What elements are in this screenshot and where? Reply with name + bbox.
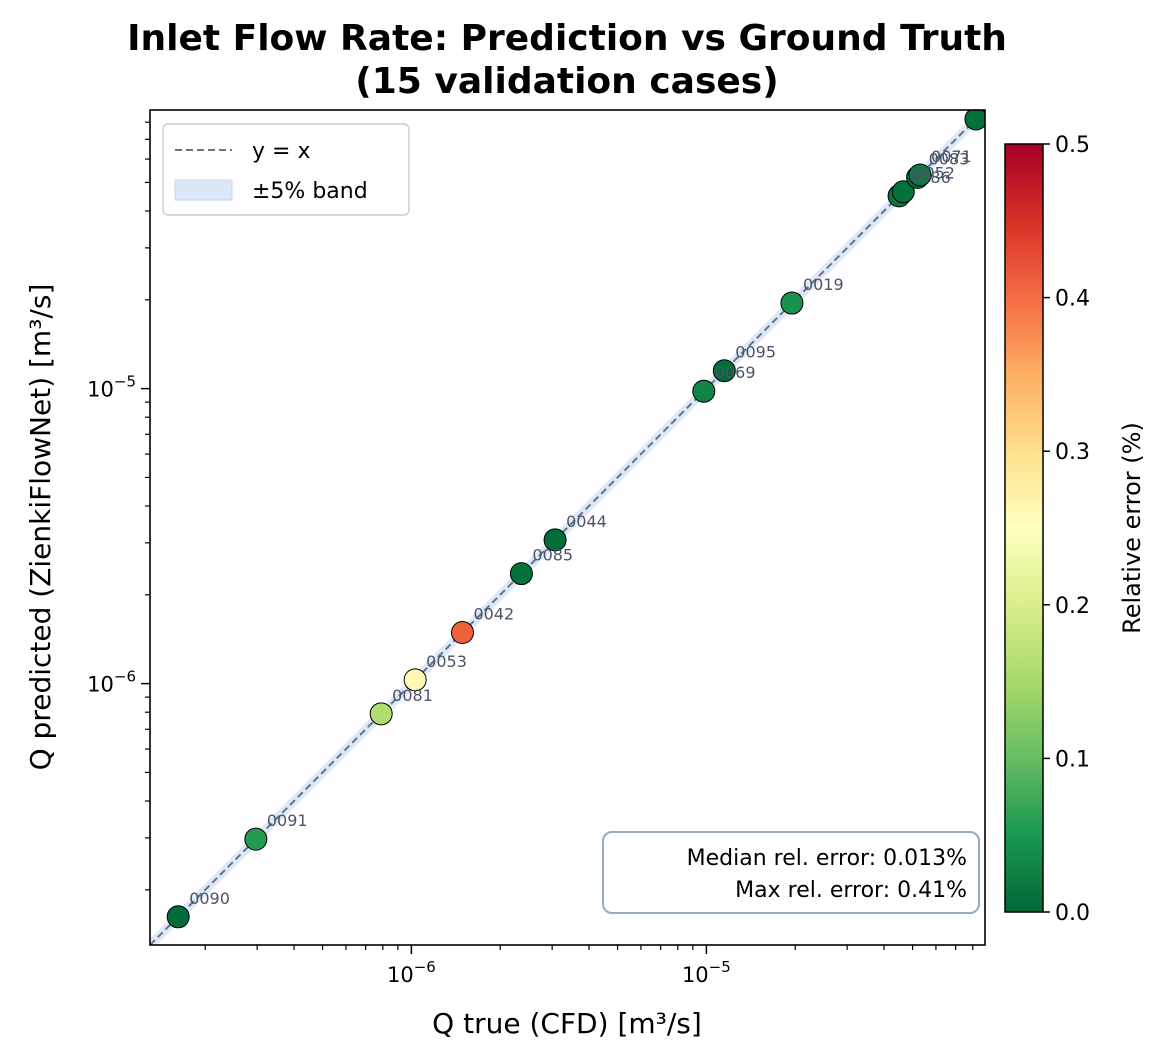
point-label-0071: 0071 — [931, 147, 972, 166]
point-label-0053: 0053 — [426, 652, 467, 671]
colorbar-gradient — [1004, 143, 1044, 913]
data-point-0071 — [908, 163, 932, 187]
point-label-0044: 0044 — [566, 512, 607, 531]
data-point-0042 — [450, 621, 474, 645]
data-point-0081 — [369, 702, 393, 726]
data-point-0090 — [166, 905, 190, 929]
reference-line — [150, 110, 985, 945]
colorbar-tick-label: 0.5 — [1055, 133, 1090, 158]
point-label-0052: 0052 — [914, 164, 955, 183]
x-axis-label: Q true (CFD) [m³/s] — [432, 1007, 702, 1040]
stats-max: Max rel. error: 0.41% — [735, 878, 967, 903]
stats-box-frame — [602, 831, 980, 914]
colorbar-tick-label: 0.0 — [1055, 901, 1090, 926]
colorbar-tick-label: 0.2 — [1055, 594, 1090, 619]
point-label-0090: 0090 — [189, 889, 230, 908]
colorbar: 0.0 0.1 0.2 0.3 0.4 0.5 Relative error (%) — [1004, 133, 1146, 926]
stats-median: Median rel. error: 0.013% — [687, 846, 967, 871]
point-label-0069: 0069 — [715, 363, 756, 382]
colorbar-label: Relative error (%) — [1118, 422, 1146, 634]
colorbar-tick-label: 0.3 — [1055, 440, 1090, 465]
legend-line-label: y = x — [252, 139, 310, 164]
legend: y = x ±5% band — [162, 123, 410, 216]
data-point-0044 — [543, 528, 567, 552]
y-tick-label: 10−5 — [87, 373, 136, 402]
point-label-0095: 0095 — [735, 343, 776, 362]
point-label-0091: 0091 — [267, 811, 308, 830]
data-point-0095 — [712, 359, 736, 383]
colorbar-tick-label: 0.1 — [1055, 747, 1090, 772]
stats-box: Median rel. error: 0.013% Max rel. error… — [602, 831, 980, 914]
data-point-0069 — [692, 379, 716, 403]
data-point-0053 — [403, 668, 427, 692]
chart-title: Inlet Flow Rate: Prediction vs Ground Tr… — [127, 18, 1007, 59]
data-point-0085 — [509, 562, 533, 586]
data-point-0037 — [964, 110, 985, 131]
data-point-0052 — [891, 180, 915, 204]
data-point-0091 — [244, 827, 268, 851]
point-label-0085: 0085 — [532, 546, 573, 565]
point-label-0042: 0042 — [473, 605, 514, 624]
point-label-0081: 0081 — [392, 686, 433, 705]
point-label-0037: 0037 — [987, 91, 1028, 110]
y-tick-label: 10−6 — [87, 668, 136, 697]
colorbar-tick-label: 0.4 — [1055, 287, 1090, 312]
y-axis-label: Q predicted (ZienkiFlowNet) [m³/s] — [24, 284, 57, 771]
data-point-0019 — [780, 291, 804, 315]
legend-band-swatch — [174, 179, 233, 201]
point-label-0083: 0083 — [929, 149, 970, 168]
legend-band-label: ±5% band — [252, 179, 368, 204]
point-label-0019: 0019 — [803, 275, 844, 294]
point-label-0086: 0086 — [910, 168, 951, 187]
x-tick-label: 10−5 — [682, 958, 731, 987]
x-tick-label: 10−6 — [387, 958, 436, 987]
plot-frame — [149, 109, 986, 946]
chart-subtitle: (15 validation cases) — [355, 61, 778, 102]
